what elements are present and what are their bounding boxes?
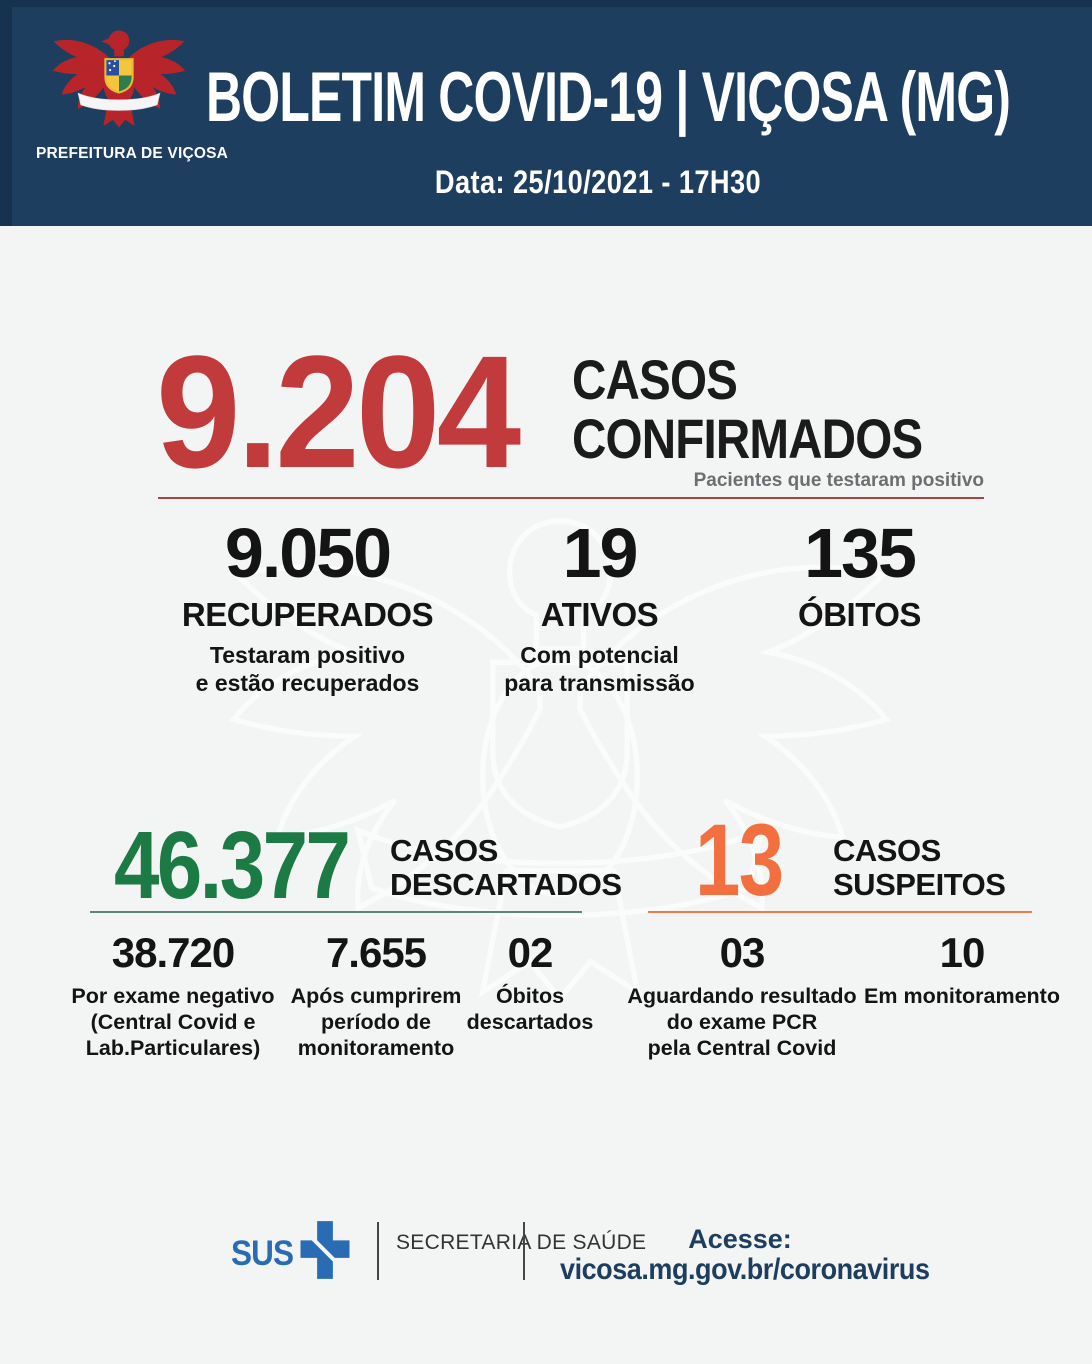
suspected-stat-monitoring-desc: Em monitoramento <box>864 984 1060 1008</box>
bulletin-date: Data: 25/10/2021 - 17H30 <box>434 164 762 200</box>
access-label: Acesse: <box>688 1224 792 1254</box>
stat-recovered: 9.050 RECUPERADOS Testaram positivo e es… <box>180 518 435 697</box>
access-url[interactable]: vicosa.mg.gov.br/coronavirus <box>560 1253 930 1286</box>
coat-of-arms-eagle-icon <box>52 30 186 128</box>
discarded-stat-monitoring-period: 7.655 Após cumprirem período de monitora… <box>282 932 470 1062</box>
sus-wordmark: SUS <box>231 1234 294 1273</box>
confirmed-underline <box>158 497 984 499</box>
stat-deaths-value: 135 <box>804 514 917 592</box>
suspected-stat-monitoring: 10 Em monitoramento <box>856 932 1068 1009</box>
suspected-title-line1: CASOS <box>833 833 941 868</box>
discarded-stat-discarded-deaths-value: 02 <box>507 929 554 976</box>
header-bar: PREFEITURA DE VIÇOSA BOLETIM COVID-19 | … <box>0 0 1092 226</box>
confirmed-count: 9.204 <box>156 322 521 501</box>
stat-recovered-desc: Testaram positivo e estão recuperados <box>195 642 420 696</box>
confirmed-title-line2: CONFIRMADOS <box>572 407 923 471</box>
confirmed-subtitle: Pacientes que testaram positivo <box>693 470 984 491</box>
confirmed-title: CASOS CONFIRMADOS <box>572 348 923 471</box>
discarded-underline <box>90 911 582 913</box>
discarded-count: 46.377 <box>114 812 351 919</box>
stat-active: 19 ATIVOS Com potencial para transmissão <box>472 518 727 697</box>
suspected-title-line2: SUSPEITOS <box>833 867 1006 903</box>
access-block: Acesse: vicosa.mg.gov.br/coronavirus <box>540 1224 940 1287</box>
suspected-stat-awaiting-pcr: 03 Aguardando resultado do exame PCR pel… <box>627 932 857 1062</box>
suspected-title: CASOS SUSPEITOS <box>833 833 1006 903</box>
stat-active-desc: Com potencial para transmissão <box>504 642 695 696</box>
suspected-count: 13 <box>695 803 784 917</box>
suspected-stat-awaiting-pcr-value: 03 <box>719 929 766 976</box>
bulletin-title: BOLETIM COVID-19 | VIÇOSA (MG) <box>206 57 1011 137</box>
discarded-stat-discarded-deaths: 02 Óbitos descartados <box>455 932 605 1035</box>
discarded-title-line1: CASOS <box>390 833 498 868</box>
confirmed-title-line1: CASOS <box>572 348 738 411</box>
prefeitura-logo: PREFEITURA DE VIÇOSA <box>36 24 229 163</box>
sus-cross-icon <box>300 1221 350 1279</box>
footer-divider-right <box>523 1222 525 1280</box>
suspected-underline <box>648 911 1032 913</box>
secretaria-label: SECRETARIA DE SAÚDE <box>396 1231 647 1254</box>
discarded-title-line2: DESCARTADOS <box>390 867 622 903</box>
suspected-stat-awaiting-pcr-desc: Aguardando resultado do exame PCR pela C… <box>627 984 857 1061</box>
discarded-stat-negative-exam-value: 38.720 <box>111 929 235 976</box>
stat-recovered-label: RECUPERADOS <box>181 596 434 633</box>
stat-deaths: 135 ÓBITOS <box>742 518 977 634</box>
discarded-stat-discarded-deaths-desc: Óbitos descartados <box>466 984 594 1035</box>
suspected-stat-monitoring-value: 10 <box>939 929 986 976</box>
prefeitura-label: PREFEITURA DE VIÇOSA <box>36 145 229 162</box>
stat-active-value: 19 <box>562 514 639 592</box>
footer-divider-left <box>377 1222 379 1280</box>
discarded-stat-negative-exam: 38.720 Por exame negativo (Central Covid… <box>68 932 278 1062</box>
discarded-stat-monitoring-period-value: 7.655 <box>325 929 427 976</box>
stat-active-label: ATIVOS <box>540 596 659 633</box>
discarded-title: CASOS DESCARTADOS <box>390 833 622 903</box>
discarded-stat-monitoring-period-desc: Após cumprirem período de monitoramento <box>290 984 462 1061</box>
discarded-stat-negative-exam-desc: Por exame negativo (Central Covid e Lab.… <box>71 984 275 1061</box>
stat-recovered-value: 9.050 <box>224 514 392 592</box>
stat-deaths-label: ÓBITOS <box>798 596 921 633</box>
